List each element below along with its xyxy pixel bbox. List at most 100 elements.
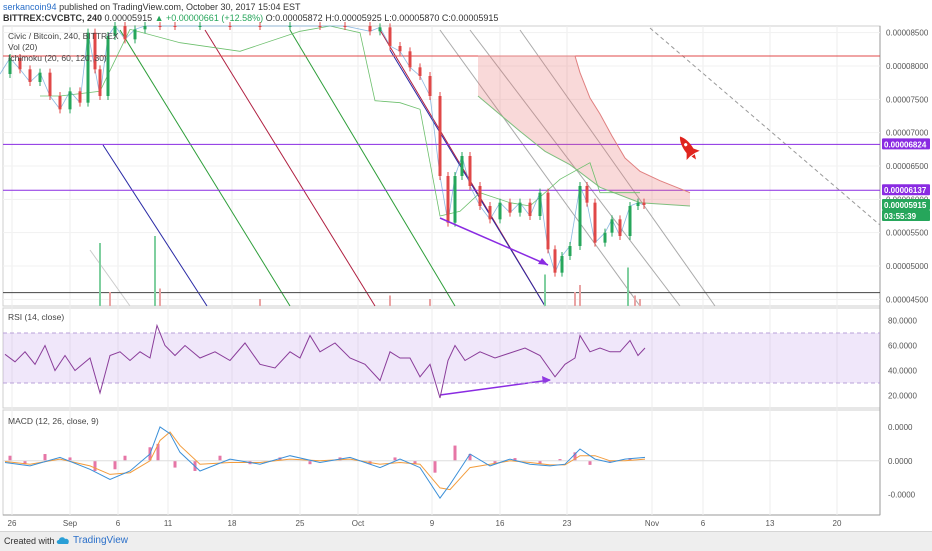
candle-body <box>438 96 442 176</box>
grey-channel-line[interactable] <box>89 249 131 307</box>
candle-body <box>498 202 502 220</box>
rsi-indicator <box>3 323 880 399</box>
dashed-trend-line[interactable] <box>649 27 881 226</box>
price-tick-label: 0.00007000 <box>886 129 929 138</box>
candle-body <box>68 91 72 110</box>
candle-body <box>318 26 322 27</box>
brand-name: TradingView <box>73 535 129 546</box>
ichimoku-cloud <box>477 55 691 207</box>
price-tick-label: 0.00007500 <box>886 95 929 104</box>
rsi-tick-label: 20.0000 <box>888 392 917 401</box>
candle-body <box>618 219 622 236</box>
last-price: 0.00005915 <box>104 13 153 23</box>
cloud-icon <box>56 537 69 544</box>
candle-body <box>568 246 572 256</box>
candle-body <box>460 156 464 176</box>
lagging-span-line <box>40 25 640 217</box>
macd-histogram-bar <box>538 460 542 464</box>
candle-body <box>560 256 564 273</box>
cloud-fill <box>478 56 690 206</box>
volume-bar <box>109 292 111 306</box>
rsi-tick-label: 40.0000 <box>888 367 917 376</box>
macd-histogram-bar <box>113 460 117 470</box>
macd-tick-label: 0.0000 <box>888 423 913 432</box>
candle-body <box>133 29 137 40</box>
candle-body <box>603 232 607 243</box>
price-divergence-arrow[interactable] <box>439 217 549 266</box>
time-tick-label: 13 <box>766 519 775 528</box>
time-tick-label: Sep <box>63 519 78 528</box>
tradingview-logo[interactable]: TradingView <box>56 535 128 546</box>
time-tick-label: Nov <box>645 519 659 528</box>
price-tag-label: 0.00005915 <box>884 201 927 210</box>
candle-body <box>428 76 432 96</box>
author-link[interactable]: serkancoin94 <box>3 2 57 12</box>
volume-bar <box>389 295 391 306</box>
macd-histogram-bar <box>453 445 457 461</box>
volume-bar <box>574 292 576 306</box>
candle-body <box>388 27 392 46</box>
chart-canvas[interactable]: 0.00008500 0.00008000 0.00007500 0.00007000… <box>0 0 932 531</box>
publish-info: published on TradingView.com, October 30… <box>59 2 301 12</box>
volume-bar <box>579 285 581 306</box>
macd-pane-title: MACD (12, 26, close, 9) <box>8 416 99 426</box>
time-tick-label: Oct <box>352 519 365 528</box>
candle-body <box>173 26 177 27</box>
candle-body <box>368 26 372 32</box>
axes: 0.00008500 0.00008000 0.00007500 0.00007000… <box>8 29 930 528</box>
candle-body <box>106 36 110 96</box>
time-tick-label: 18 <box>228 519 237 528</box>
time-tick-label: 9 <box>430 519 435 528</box>
grey-channel-line[interactable] <box>519 29 716 307</box>
candle-body <box>546 192 550 250</box>
macd-histogram-bar <box>628 458 632 461</box>
macd-histogram-bar <box>156 443 160 461</box>
macd-histogram-bar <box>433 460 437 473</box>
price-tag-label: 0.00006137 <box>884 186 927 195</box>
volume-bar <box>627 267 629 306</box>
candle-body <box>593 202 597 243</box>
candle-body <box>198 26 202 27</box>
macd-pane[interactable] <box>2 409 881 516</box>
price-tag <box>882 138 930 150</box>
time-tick-label: 23 <box>563 519 572 528</box>
candle-body <box>28 69 32 82</box>
rsi-tick-label: 60.0000 <box>888 342 917 351</box>
candle-body <box>343 26 347 27</box>
time-tick-label: 20 <box>833 519 842 528</box>
volume-bar <box>154 236 156 306</box>
candle-body <box>585 186 589 203</box>
macd-histogram-bar <box>23 460 27 465</box>
candle-body <box>48 72 52 96</box>
candle-body <box>478 186 482 206</box>
macd-histogram-bar <box>173 460 177 468</box>
volume-bar <box>259 299 261 306</box>
time-tick-label: 26 <box>8 519 17 528</box>
price-tag-label: 03:55:39 <box>884 212 917 221</box>
rsi-pane-title: RSI (14, close) <box>8 312 64 322</box>
rsi-line <box>4 323 646 399</box>
candle-body <box>453 176 457 223</box>
candle-body <box>228 26 232 27</box>
grey-channel-line[interactable] <box>439 29 641 307</box>
red-channel-line[interactable] <box>204 29 376 307</box>
price-series <box>0 22 646 277</box>
blue-channel-line[interactable] <box>102 144 208 307</box>
volume-bar <box>99 243 101 306</box>
green-channel-line[interactable] <box>119 29 291 307</box>
volume-bar <box>544 274 546 306</box>
candle-body <box>408 51 412 68</box>
price-tick-label: 0.00006500 <box>886 162 929 171</box>
green-channel-line[interactable] <box>289 29 456 307</box>
candle-body <box>93 32 97 70</box>
macd-histogram-bar <box>218 455 222 461</box>
candle-body <box>628 206 632 236</box>
candle-body <box>58 96 62 110</box>
footer: Created with TradingView <box>0 531 932 551</box>
price-tick-label: 0.00005500 <box>886 229 929 238</box>
chart-header: serkancoin94 published on TradingView.co… <box>0 0 932 24</box>
candle-body <box>98 69 102 96</box>
time-tick-label: 6 <box>116 519 121 528</box>
horizontal-levels[interactable] <box>3 55 880 294</box>
close-value: C:0.00005915 <box>441 13 499 23</box>
